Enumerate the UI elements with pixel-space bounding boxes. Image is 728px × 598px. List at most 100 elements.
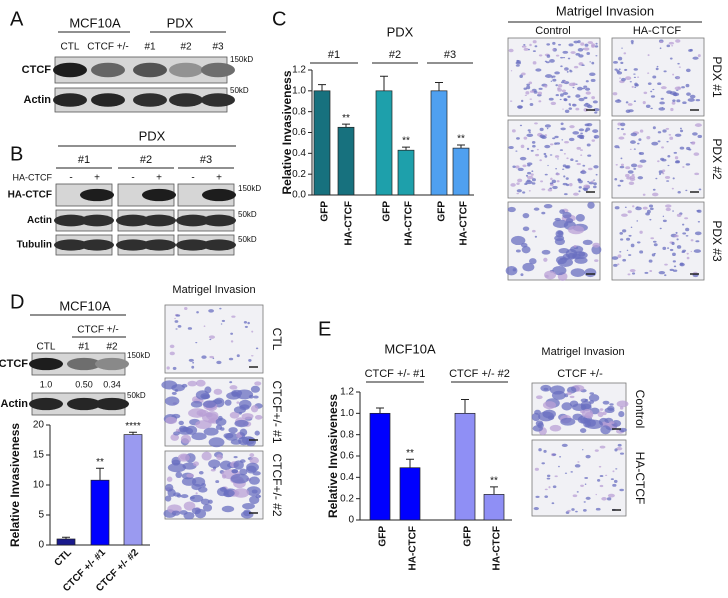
cell [547,188,553,192]
cell [585,80,589,83]
cell [201,355,207,359]
cell [585,91,591,95]
cell [575,83,578,85]
cell [169,351,175,356]
cell [631,173,635,177]
cell [621,77,626,82]
cell [625,101,629,104]
cell [647,82,652,85]
cell [539,159,542,162]
cell [612,470,615,473]
error-bar [435,82,443,91]
cell [174,320,179,323]
cell [515,165,520,169]
cell [627,273,631,276]
cell [593,165,599,169]
cell [618,136,625,140]
cell [598,465,602,468]
cell [619,77,621,79]
cell [562,57,566,59]
cell [651,141,659,146]
cell [669,268,674,272]
error-bar [62,536,70,539]
cell [245,437,257,447]
cell [552,137,556,140]
cell [582,48,585,50]
cell [546,54,551,58]
cell [643,91,648,95]
cell [512,268,517,272]
cell [515,64,520,67]
cell [554,135,559,139]
cell [170,433,180,441]
cell [564,69,567,71]
y-tick-label: 0.2 [340,493,354,504]
cell [681,86,685,89]
cell [208,309,214,313]
cell [682,223,685,226]
cell [581,64,585,67]
cell [549,187,553,190]
cell [209,338,212,341]
cell [563,152,566,155]
x-tick-label: HA-CTCF [408,526,419,570]
cell [615,468,618,470]
cell [666,180,670,182]
cell [618,411,625,418]
cell [180,434,192,444]
cell [565,165,569,169]
cell [686,252,689,255]
cell [645,104,651,108]
group-label: #1 [328,49,340,61]
cell [181,477,197,486]
blot-band [116,214,150,227]
cell [531,170,534,173]
cell [591,139,596,142]
bar [397,149,415,196]
cell [619,165,625,169]
cell [574,464,581,468]
cell [241,413,254,420]
cell [633,73,636,75]
row-label: PDX #3 [710,220,724,262]
cell [559,209,565,215]
cell [572,413,583,421]
size-marker: 50kD [230,86,249,95]
cell [622,132,626,136]
cell [228,427,238,434]
images-title: Matrigel Invasion [541,346,624,358]
cell [511,129,516,133]
cell [554,155,560,158]
quantification: 0.34 [103,379,121,389]
cell [682,166,685,168]
lane-label: #2 [106,342,118,353]
cell [181,383,188,388]
cell [165,416,177,425]
cell [544,144,551,149]
cell [580,136,585,140]
cell [672,99,676,102]
cell [685,235,689,237]
cell [661,169,666,173]
cell [670,107,674,112]
cell [619,452,625,455]
cell [589,392,595,395]
size-marker: 150kD [230,55,253,64]
cell [562,50,569,54]
cell [676,245,682,249]
blot-band [53,93,87,107]
x-tick-label: GFP [378,526,389,547]
group-label: #2 [389,49,401,61]
significance: **** [125,421,141,432]
cell [561,443,568,448]
cell [221,319,226,323]
cell [552,485,557,489]
cell [566,70,569,73]
cell [183,501,196,511]
cell [652,75,657,79]
cell [620,61,624,64]
cell [591,180,594,183]
cell [568,107,573,110]
cell [541,249,551,255]
cell [591,61,595,65]
